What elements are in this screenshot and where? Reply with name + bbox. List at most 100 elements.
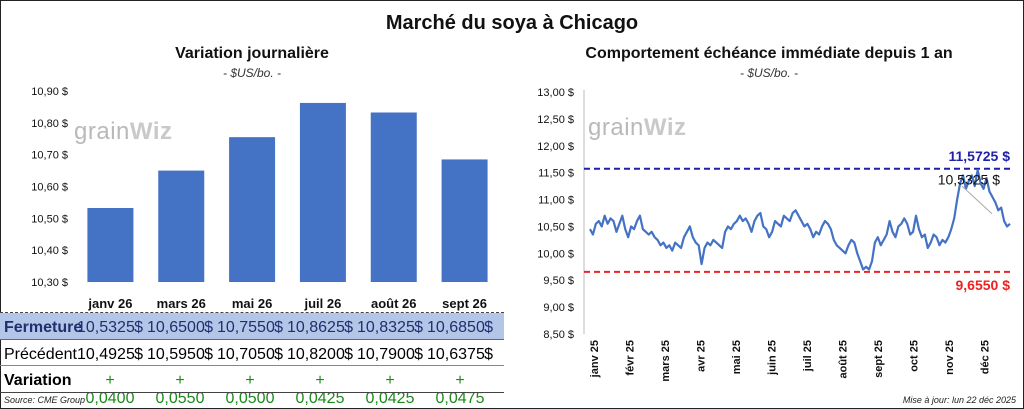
table-cell: + 0,0500 [225,372,275,407]
left-panel-subtitle: - $US/bo. - [222,66,282,80]
x-tick-label: juin 25 [766,340,778,376]
bar [441,159,488,282]
x-tick-label: juil 25 [802,340,814,372]
table-cell: + 0,0425 [295,372,345,407]
table-cell: + 0,0425 [365,372,415,407]
row-label: Précédent [4,346,77,363]
table-top-border [0,312,504,313]
x-tick-label: mars 25 [660,340,672,382]
x-tick-label: nov 25 [944,340,956,375]
y-tick-label: 10,50 $ [537,221,574,233]
x-tick-label: déc 25 [979,340,991,374]
bar-chart: 10,30 $ 10,40 $ 10,50 $ 10,60 $ 10,70 $ 10,80… [31,86,488,311]
y-tick-label: 10,70 $ [31,150,68,162]
table-unit: $ [274,346,283,363]
x-tick-label: août 25 [837,340,849,379]
y-tick-label: 10,40 $ [31,245,68,257]
table-cell: 10,5325 [77,319,135,336]
table-unit: $ [484,346,493,363]
y-tick-label: 10,00 $ [537,248,574,260]
bar [87,207,134,282]
x-tick-label: janv 25 [589,340,601,378]
bar [229,137,276,282]
high-label: 11,5725 $ [948,148,1010,164]
y-tick-label: 10,30 $ [31,277,68,289]
table-row-precedent: Précédent 10,4925 $10,5950 $10,7050 $10,8200… [0,340,504,366]
x-tick-label: oct 25 [908,340,920,372]
main-title: Marché du soya à Chicago [385,12,639,34]
y-tick-label: 8,50 $ [543,329,574,341]
watermark-text: grain [588,114,644,141]
x-tick-label: mars 26 [157,296,206,311]
y-tick-label: 10,60 $ [31,182,68,194]
table-divider [0,339,504,340]
table-unit: $ [484,319,493,336]
x-tick-label: mai 26 [232,296,272,311]
bar [299,102,346,282]
table-divider [0,365,504,366]
table-cell: 10,5950 [147,346,205,363]
table-row-variation: Variation + 0,0400 + 0,0550 + 0,0500 + 0,042… [0,366,504,407]
table-cell: 10,7900 [357,346,415,363]
row-label: Fermeture [4,319,83,336]
y-tick-label: 10,50 $ [31,213,68,225]
table-unit: $ [414,346,423,363]
table-cell: 10,4925 [77,346,135,363]
table-cell: 10,6500 [147,319,205,336]
table-unit: $ [344,346,353,363]
y-tick-label: 9,00 $ [543,302,574,314]
x-tick-label: févr 25 [624,340,636,375]
table-cell: + 0,0475 [435,372,485,407]
last-label-leader [961,185,993,215]
grainwiz-watermark-right: grainWiz [588,114,686,142]
y-tick-label: 12,00 $ [537,141,574,153]
table-unit: $ [414,319,423,336]
table-unit: $ [204,319,213,336]
bar [370,112,417,282]
y-tick-label: 10,90 $ [31,86,68,98]
x-tick-label: sept 25 [873,340,885,378]
y-tick-label: 13,00 $ [537,87,574,99]
x-tick-label: janv 26 [87,296,132,311]
table-unit: $ [204,346,213,363]
source-note: Source: CME Group [4,395,86,405]
left-panel-title: Variation journalière [175,45,329,62]
table-bottom-border [0,392,504,393]
table-cell: 10,6375 [427,346,485,363]
last-value-label: 10,5325 $ [938,172,1000,188]
update-note: Mise à jour: lun 22 déc 2025 [902,395,1016,405]
right-panel-title: Comportement échéance immédiate depuis 1… [585,45,953,62]
table-cell: 10,8325 [357,319,415,336]
watermark-text: grain [74,118,130,145]
y-tick-label: 11,00 $ [538,195,574,207]
table-unit: $ [274,319,283,336]
low-label: 9,6550 $ [956,277,1011,293]
y-tick-label: 11,50 $ [538,168,574,180]
table-unit: $ [134,346,143,363]
y-tick-label: 12,50 $ [537,114,574,126]
x-tick-label: mai 25 [731,340,743,374]
table-cell: 10,7050 [217,346,275,363]
y-tick-label: 10,80 $ [31,118,68,130]
table-cell: 10,8200 [287,346,345,363]
x-tick-label: juil 26 [303,296,341,311]
bar [158,170,205,282]
x-tick-label: avr 25 [695,340,707,372]
right-panel-subtitle: - $US/bo. - [739,66,799,80]
watermark-text-bold: Wiz [129,118,173,145]
table-cell: 10,7550 [217,319,275,336]
x-tick-label: août 26 [371,296,417,311]
y-tick-label: 9,50 $ [543,275,574,287]
table-unit: $ [134,319,143,336]
grainwiz-watermark-left: grainWiz [74,118,172,146]
line-chart: 8,50 $ 9,00 $ 9,50 $ 10,00 $ 10,50 $ 11,00 $ 1… [537,87,1011,382]
table-cell: 10,8625 [287,319,345,336]
row-label: Variation [4,372,72,389]
table-cell: + 0,0550 [155,372,205,407]
table-cell: + 0,0400 [85,372,135,407]
table-cell: 10,6850 [427,319,485,336]
x-tick-label: sept 26 [442,296,487,311]
table-row-fermeture: Fermeture 10,5325 $10,6500 $10,7550 $10,8625… [0,313,504,339]
table-unit: $ [344,319,353,336]
series-line [589,168,1011,271]
